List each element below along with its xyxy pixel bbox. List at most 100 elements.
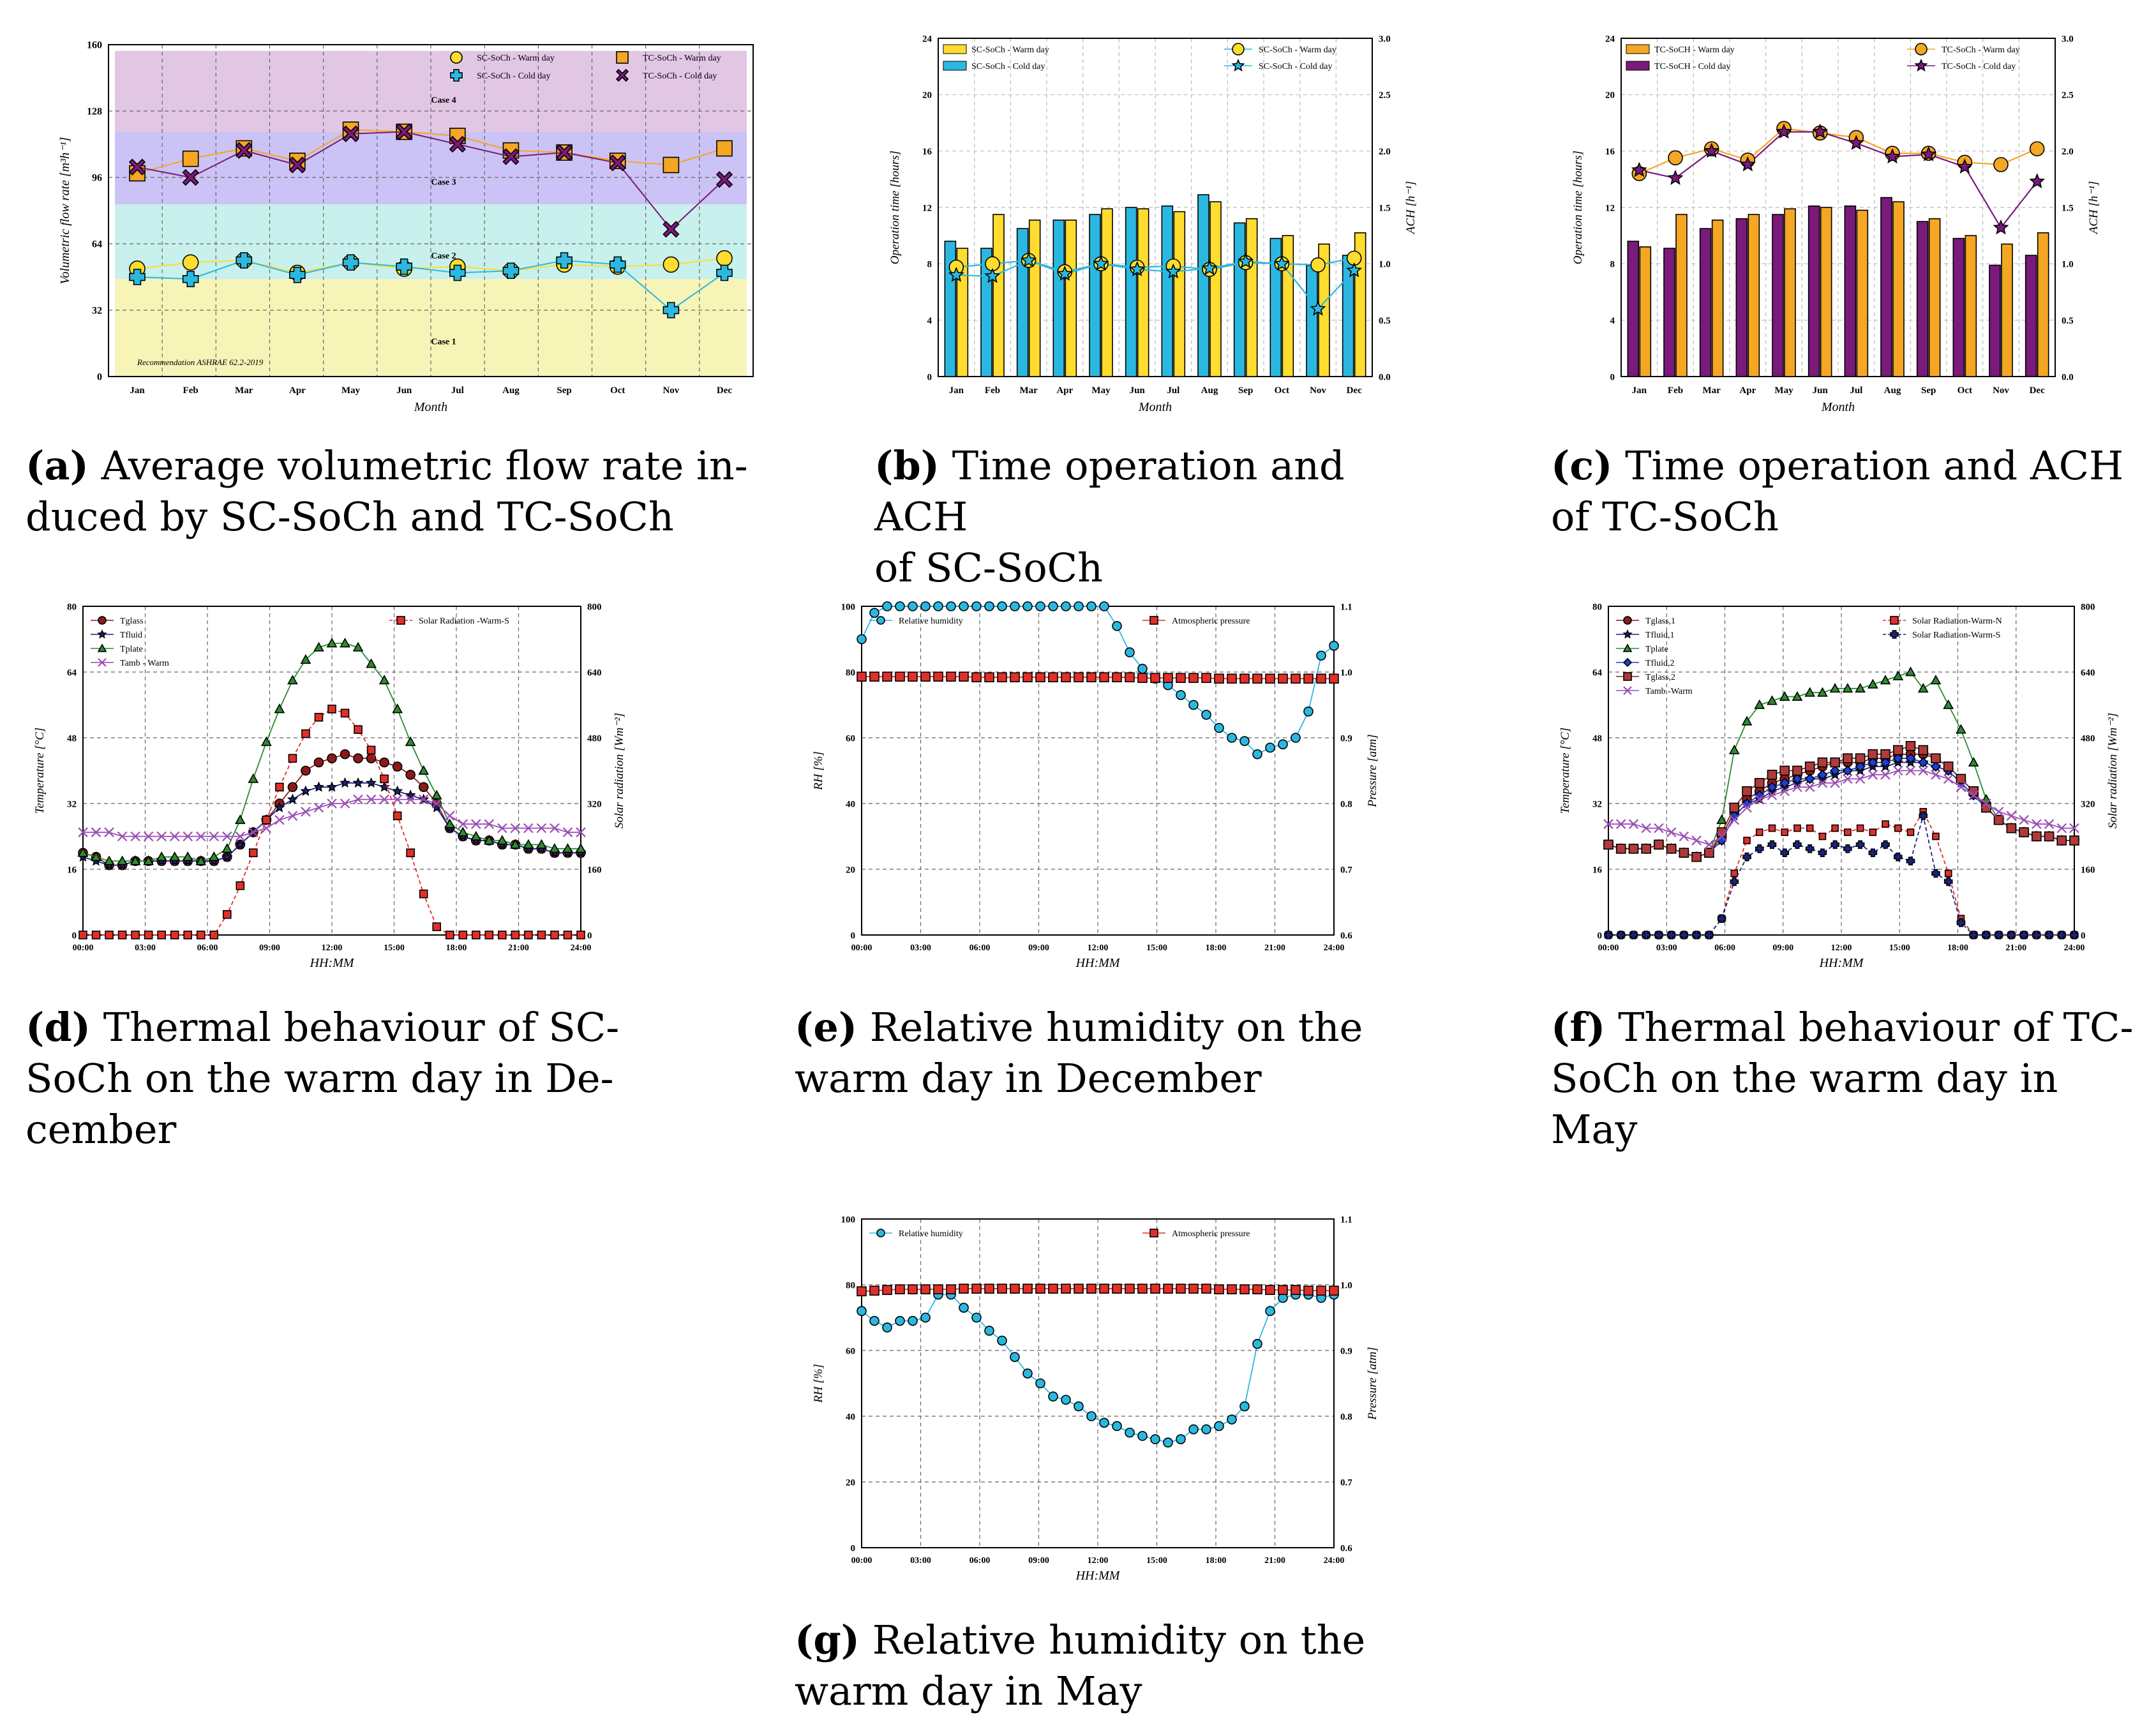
data-point [484,819,495,829]
data-point [1010,1352,1020,1363]
data-point [235,831,246,842]
y2-tick-label: 0.8 [1340,799,1352,809]
legend-label: Tfluid,2 [1645,659,1675,668]
y2-tick-label: 800 [2081,602,2095,612]
data-point [1830,765,1841,776]
case-label: Case 4 [431,96,456,105]
bar-warm [2037,232,2049,377]
data-point [1252,749,1262,759]
legend-marker [1622,629,1633,639]
data-point [716,264,733,281]
data-point [1767,790,1778,800]
y-tick-label: 40 [846,799,855,809]
y2-tick-label: 1.1 [1340,1215,1352,1225]
data-point [576,827,586,837]
chart-g: 0 20 40 60 80 100 RH [%] 0.6 0.7 0.8 0.9 1.0 1.1 Pres… [812,1215,1379,1583]
data-point [1943,877,1953,886]
x-axis-label: HH:MM [1075,1569,1121,1583]
caption-c-l2: of TC-SoCh [1551,493,1779,540]
data-point [555,144,573,161]
data-point [236,252,253,269]
legend-label: Solar Radiation -Warm-S [419,617,509,626]
data-point [1291,1285,1301,1296]
data-point [1227,733,1237,743]
data-point [1892,745,1903,756]
data-point [221,851,233,862]
y-tick-label: 0 [1610,372,1615,382]
ach-point-cold [1884,148,1901,164]
y-tick-label: 32 [92,306,102,317]
data-point [1137,664,1148,674]
data-point [869,671,880,682]
data-point [2006,811,2017,821]
data-point [2006,823,2017,834]
bar-warm [1639,246,1652,377]
data-point [366,658,377,668]
x-tick-label: Jan [130,385,145,396]
x-tick-label: Nov [1310,385,1326,396]
data-point [537,931,546,939]
data-point [1730,869,1739,878]
data-point [1768,824,1776,832]
bar-warm [1137,208,1149,377]
x-tick-label: Sep [1238,385,1253,396]
x-tick-label: Nov [1993,385,2009,396]
x-tick-label: 03:00 [135,943,156,953]
legend-label: Tglass [120,617,144,626]
data-point [1137,673,1148,684]
data-point [91,931,101,939]
data-point [1906,828,1915,836]
case-label: Case 2 [431,251,456,261]
data-point [609,256,626,273]
data-point [340,638,350,648]
y-tick-label: 60 [846,1346,855,1356]
data-point [1679,931,1689,939]
data-point [1048,672,1058,683]
data-point [1316,1285,1326,1296]
y-tick-label: 40 [846,1412,855,1422]
data-point [1741,715,1753,726]
data-point [405,736,416,746]
data-point [1993,807,2004,817]
bar-cold [1197,194,1209,377]
data-point [1956,918,1966,927]
data-point [1176,1283,1186,1294]
data-point [1906,856,1915,865]
data-point [1615,844,1626,854]
data-point [1239,1401,1250,1412]
data-point [128,158,146,176]
bar-warm [1711,220,1724,377]
data-point [1817,757,1828,768]
y-axis-label: Volumetric flow rate [m³h⁻¹] [58,137,72,285]
bar-cold [1052,220,1065,377]
data-point [1880,757,1891,768]
data-point [1048,1391,1058,1402]
data-point [510,823,521,834]
data-point [169,831,180,842]
data-point [895,1315,905,1326]
y-tick-label: 32 [1592,799,1602,809]
bar-cold [2025,255,2037,377]
x-tick-label: 24:00 [1324,1556,1345,1566]
data-point [663,256,680,273]
data-point [984,1283,994,1294]
data-point [562,827,573,837]
data-point [502,148,520,165]
y-axis-label: RH [%] [812,751,825,791]
data-point [920,1312,931,1323]
data-point [274,802,285,812]
legend-marker [1149,616,1158,625]
caption-a: (a) Average volumetric flow rate in- duc… [26,440,791,542]
data-point [405,794,415,805]
data-point [1666,827,1677,837]
data-point [2044,819,2055,829]
data-point [1641,844,1651,854]
x-tick-label: 21:00 [1264,1556,1285,1566]
data-point [497,823,507,834]
x-tick-label: Dec [1347,385,1362,396]
data-point [471,819,481,829]
legend-label: TC-SoCh - Warm day [1942,45,2020,55]
data-point [1035,601,1045,611]
data-point [104,827,114,837]
data-point [471,931,481,939]
